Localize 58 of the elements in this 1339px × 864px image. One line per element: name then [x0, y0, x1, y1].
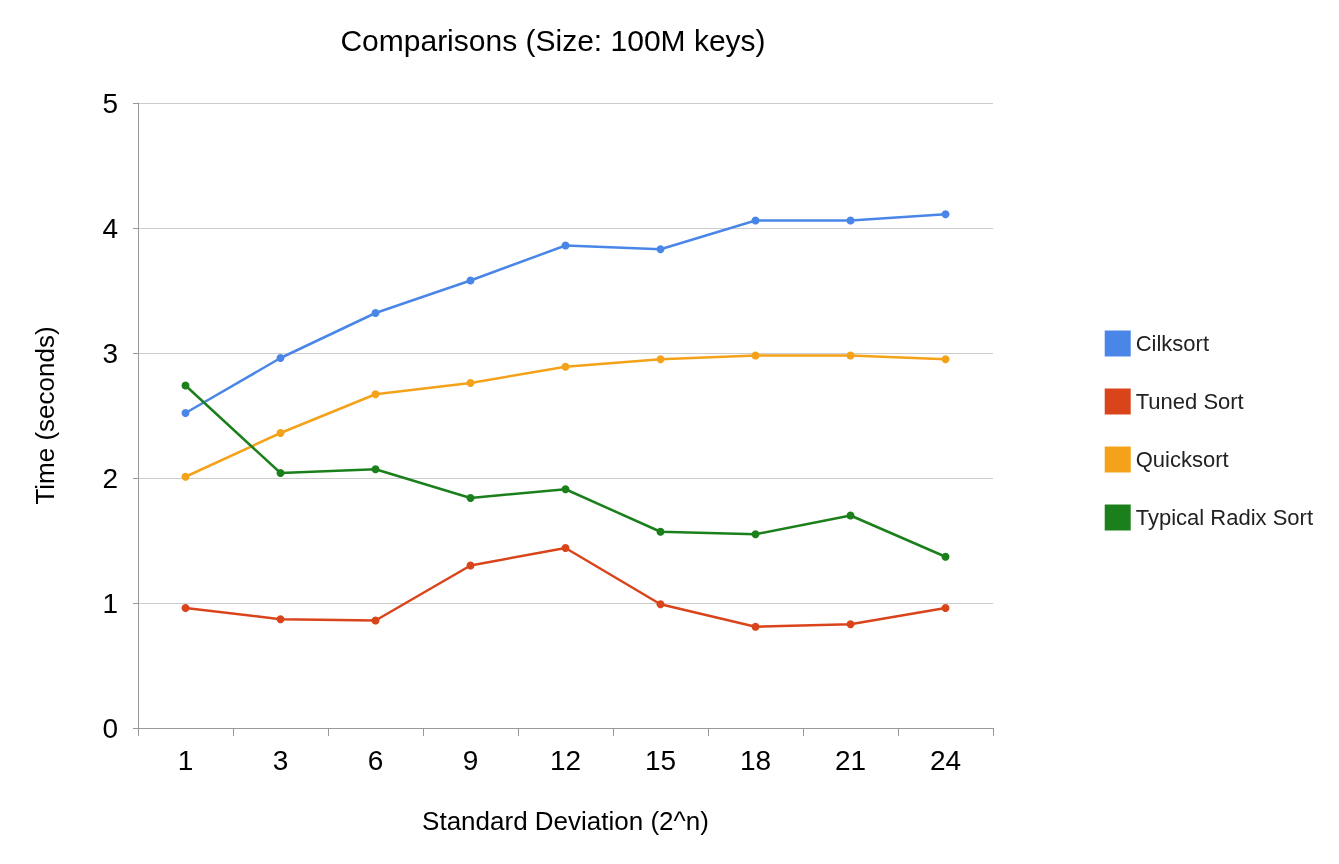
- point: [181, 381, 190, 390]
- point: [466, 379, 475, 387]
- x-tick-label: 9: [462, 744, 479, 776]
- legend-label: Tuned Sort: [1135, 389, 1244, 414]
- point: [466, 561, 475, 570]
- point: [276, 469, 285, 477]
- point: [656, 600, 665, 609]
- legend-label: Typical Radix Sort: [1135, 505, 1314, 530]
- point: [466, 494, 475, 502]
- y-tick-label: 5: [102, 87, 118, 119]
- point: [751, 216, 760, 225]
- point: [846, 216, 855, 225]
- y-tick-label: 4: [102, 212, 118, 244]
- x-tick-label: 1: [177, 744, 194, 776]
- x-tick-label: 15: [644, 744, 677, 776]
- point: [751, 530, 760, 539]
- x-tick-label: 6: [367, 744, 384, 776]
- x-tick-label: 24: [929, 744, 962, 776]
- point: [276, 354, 285, 362]
- y-tick-label: 1: [102, 587, 118, 619]
- x-tick-label: 18: [739, 744, 772, 776]
- point: [751, 351, 760, 360]
- point: [561, 241, 570, 250]
- x-tick-label: 21: [834, 744, 867, 776]
- point: [371, 309, 380, 317]
- y-tick-label: 0: [102, 712, 118, 744]
- y-tick-label: 2: [102, 462, 118, 494]
- chart-title: Comparisons (Size: 100M keys): [340, 23, 766, 57]
- point: [656, 245, 665, 254]
- x-axis-title: Standard Deviation (2^n): [422, 806, 709, 836]
- point: [181, 409, 190, 417]
- point: [941, 552, 950, 561]
- point: [371, 616, 380, 625]
- point: [466, 276, 475, 285]
- point: [656, 355, 665, 364]
- point: [561, 362, 570, 371]
- point: [941, 604, 950, 612]
- legend-label: Cilksort: [1135, 331, 1210, 356]
- point: [561, 544, 570, 552]
- point: [371, 390, 380, 399]
- point: [181, 604, 190, 612]
- point: [846, 511, 855, 520]
- point: [561, 485, 570, 494]
- point: [181, 472, 190, 481]
- point: [751, 622, 760, 631]
- x-tick-label: 3: [272, 744, 289, 776]
- point: [371, 465, 380, 474]
- x-tick-label: 12: [549, 744, 582, 776]
- point: [276, 429, 285, 437]
- point: [846, 620, 855, 629]
- point: [941, 355, 950, 364]
- legend-label: Quicksort: [1135, 447, 1229, 472]
- point: [846, 351, 855, 360]
- y-tick-label: 3: [102, 337, 118, 369]
- point: [941, 210, 950, 219]
- point: [656, 527, 665, 536]
- point: [276, 615, 285, 624]
- y-axis-title: Time (seconds): [30, 326, 60, 505]
